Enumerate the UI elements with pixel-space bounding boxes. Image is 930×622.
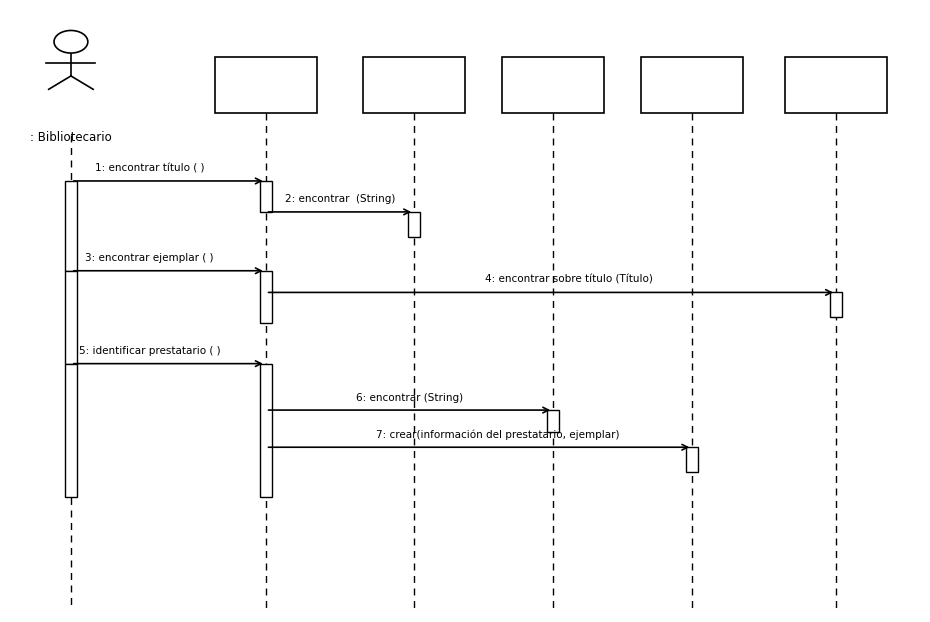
Text: 2: encontrar  (String): 2: encontrar (String) (285, 195, 395, 205)
Text: 4: encontrar sobre título (Título): 4: encontrar sobre título (Título) (485, 275, 653, 285)
Text: 7: crear(información del prestatario, ejemplar): 7: crear(información del prestatario, ej… (376, 429, 619, 440)
Text: : Préstamo: : Préstamo (662, 80, 722, 90)
Bar (215, 57, 316, 113)
Text: : Título: : Título (395, 80, 433, 90)
Text: 5: identificar prestatario ( ): 5: identificar prestatario ( ) (79, 346, 220, 356)
Bar (830, 292, 842, 317)
Text: : Ejemplar: : Ejemplar (807, 80, 864, 90)
Text: 6: encontrar (String): 6: encontrar (String) (356, 392, 463, 402)
Bar (65, 181, 77, 271)
Text: : Bibliotecario: : Bibliotecario (30, 131, 112, 144)
Bar (502, 57, 604, 113)
Text: 3: encontrar ejemplar ( ): 3: encontrar ejemplar ( ) (86, 253, 214, 263)
Bar (65, 271, 77, 364)
Bar (408, 212, 420, 237)
Bar (547, 410, 559, 432)
Text: : Ventana
de Préstamos: : Ventana de Préstamos (228, 74, 303, 96)
Bar (686, 447, 698, 472)
Bar (65, 364, 77, 497)
Bar (259, 364, 272, 497)
Bar (641, 57, 743, 113)
Bar (259, 181, 272, 212)
Bar (363, 57, 465, 113)
Text: 1: encontrar título ( ): 1: encontrar título ( ) (95, 164, 205, 174)
Bar (785, 57, 887, 113)
Text: : Información
del prestatario: : Información del prestatario (512, 74, 594, 96)
Bar (259, 271, 272, 323)
